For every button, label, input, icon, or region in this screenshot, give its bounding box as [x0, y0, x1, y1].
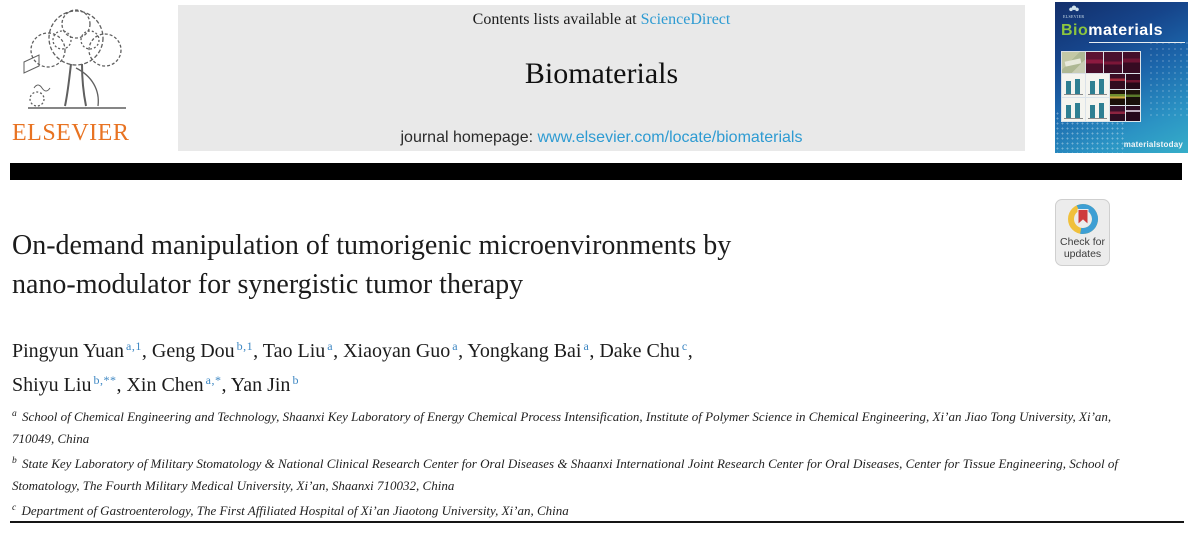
author-list: Pingyun Yuan a,1, Geng Dou b,1, Tao Liu a, … — [12, 339, 693, 396]
cover-tile-map — [1062, 52, 1085, 73]
affiliation-marker: c — [12, 503, 17, 513]
cover-tile-micrograph — [1125, 106, 1140, 121]
author-affiliation-marker: c — [681, 339, 688, 353]
affiliation-entry: c Department of Gastroenterology, The Fi… — [12, 503, 569, 518]
cover-title-rest: materials — [1088, 22, 1164, 39]
header-divider-bar — [10, 163, 1182, 180]
cover-tile-micrograph — [1125, 90, 1140, 105]
author-affiliation-marker: b,** — [93, 373, 117, 387]
author-name: Pingyun Yuan — [12, 340, 125, 362]
cover-chart-tiles — [1062, 74, 1109, 121]
author-affiliation-marker: a,1 — [126, 339, 142, 353]
author-name: Yongkang Bai — [467, 340, 582, 362]
cover-tile-micrograph — [1125, 74, 1140, 89]
journal-title: Biomaterials — [524, 57, 679, 90]
author-name: Xin Chen — [126, 374, 204, 396]
cover-grid-body — [1062, 74, 1140, 121]
elsevier-tree-icon — [23, 9, 126, 109]
sciencedirect-link[interactable]: ScienceDirect — [640, 11, 731, 28]
check-for-updates-badge[interactable]: Check for updates — [1055, 199, 1110, 266]
cover-tile-micrograph — [1110, 90, 1125, 105]
badge-label-line1: Check for — [1060, 236, 1105, 248]
journal-banner: Contents lists available at ScienceDirec… — [178, 5, 1025, 151]
author-affiliation-marker: b,1 — [236, 339, 254, 353]
cover-publisher-label: ELSEVIER — [1063, 14, 1085, 19]
affiliation-marker: b — [12, 456, 17, 466]
cover-tile-micrograph — [1122, 52, 1140, 73]
article-title-line1: On-demand manipulation of tumorigenic mi… — [12, 230, 732, 261]
affiliation-list: a School of Chemical Engineering and Tec… — [12, 403, 1122, 522]
cover-title-bio: Bio — [1061, 22, 1089, 39]
article-title-line2: nano-modulator for synergistic tumor the… — [12, 269, 524, 300]
cover-tile-micrograph — [1110, 74, 1125, 89]
author-affiliation-marker: b — [292, 373, 299, 387]
cover-figure-grid — [1061, 51, 1141, 122]
elsevier-wordmark: ELSEVIER — [12, 120, 130, 146]
cover-title-underline — [1089, 42, 1185, 43]
author-name: Dake Chu — [599, 340, 680, 362]
cover-tile-barchart — [1062, 74, 1085, 97]
homepage-prefix: journal homepage: — [400, 129, 538, 146]
author-name: Yan Jin — [230, 374, 291, 396]
affiliation-entry: a School of Chemical Engineering and Tec… — [12, 409, 1112, 446]
journal-cover-thumbnail: ELSEVIER Biomaterials — [1055, 2, 1188, 153]
cover-tile-barchart — [1086, 98, 1109, 121]
affiliation-entry: b State Key Laboratory of Military Stoma… — [12, 456, 1118, 493]
author-affiliation-marker: a — [583, 339, 590, 353]
author-name: Xiaoyan Guo — [343, 340, 451, 362]
affiliation-marker: a — [12, 409, 17, 419]
author-affiliation-marker: a — [327, 339, 334, 353]
cover-tile-micrograph — [1086, 52, 1104, 73]
materialstoday-brand: materialstoday — [1123, 140, 1183, 149]
cover-tile-micrograph — [1110, 106, 1125, 121]
badge-label-line2: updates — [1063, 247, 1102, 260]
cover-publisher-mark: ELSEVIER — [1063, 5, 1084, 19]
cover-tile-barchart — [1086, 74, 1109, 97]
cover-tile-micrograph — [1104, 52, 1122, 73]
contents-line: Contents lists available at ScienceDirec… — [178, 11, 1025, 29]
author-affiliation-marker: a,* — [205, 373, 222, 387]
author-name: Shiyu Liu — [12, 374, 92, 396]
crossmark-icon — [1067, 204, 1098, 234]
cover-tile-barchart — [1062, 98, 1085, 121]
contents-prefix: Contents lists available at — [472, 11, 641, 28]
homepage-line: journal homepage: www.elsevier.com/locat… — [178, 129, 1025, 147]
cover-journal-title: Biomaterials — [1061, 22, 1163, 40]
author-name: Geng Dou — [151, 340, 235, 362]
homepage-url-link[interactable]: www.elsevier.com/locate/biomaterials — [537, 129, 803, 146]
author-affiliation-marker: a — [452, 339, 459, 353]
elsevier-logo: ELSEVIER — [8, 4, 148, 154]
author-name: Tao Liu — [262, 340, 326, 362]
section-divider-rule — [10, 521, 1184, 523]
cover-grid-row-top — [1062, 52, 1140, 73]
cover-micrograph-tiles — [1110, 74, 1140, 121]
cover-dot-texture-2 — [1148, 40, 1188, 120]
article-title: On-demand manipulation of tumorigenic mi… — [12, 226, 992, 304]
cover-elsevier-tree-icon — [1067, 5, 1080, 13]
